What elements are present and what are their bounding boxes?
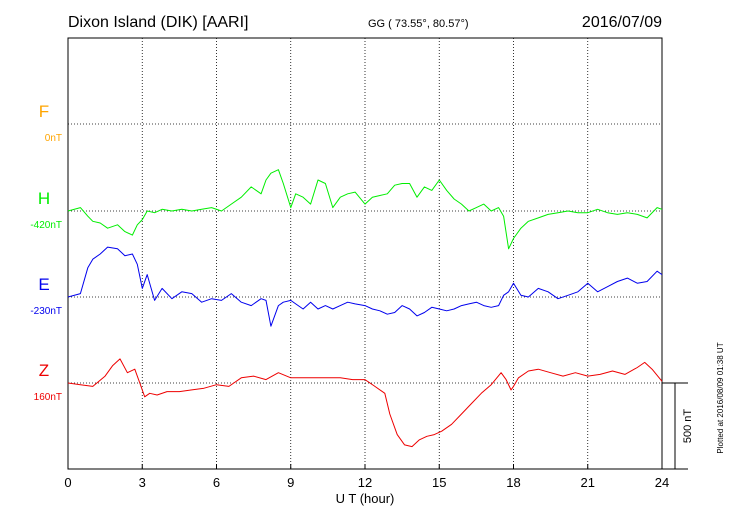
chart-date: 2016/07/09 [582,14,662,31]
x-axis-title: U T (hour) [336,491,395,506]
series-name-F: F [39,102,49,121]
series-line-Z [67,358,663,448]
x-tick-label: 15 [432,475,446,490]
station-coordinates: GG ( 73.55°, 80.57°) [368,18,469,30]
series-name-H: H [38,189,50,208]
scale-bar: 500 nT [662,382,694,470]
x-tick-label: 21 [581,475,595,490]
scale-bar-label: 500 nT [682,409,694,444]
series-name-E: E [38,275,49,294]
x-tick-label: 18 [506,475,520,490]
series-baseline-E: -230nT [30,306,62,317]
series-baseline-H: -420nT [30,220,62,231]
series-name-Z: Z [39,361,49,380]
series-baseline-F: 0nT [45,133,62,144]
x-axis-ticks: 0 3 6 9 12 15 18 21 24 [64,464,669,490]
x-tick-label: 24 [655,475,669,490]
plotted-note: Plotted at 2016/08/09 01:38 UT [716,342,725,453]
x-tick-label: 12 [358,475,372,490]
chart-title: Dixon Island (DIK) [AARI] [68,14,249,31]
series-labels: F 0nT H -420nT E -230nT Z 160nT [30,102,62,403]
x-tick-label: 6 [213,475,220,490]
x-tick-label: 0 [64,475,71,490]
series-line-E [67,246,663,327]
series-baseline-Z: 160nT [34,392,62,403]
x-tick-label: 3 [139,475,146,490]
series-lines [67,169,663,448]
x-tick-label: 9 [287,475,294,490]
grid-lines [68,38,662,469]
series-line-H [67,169,663,250]
